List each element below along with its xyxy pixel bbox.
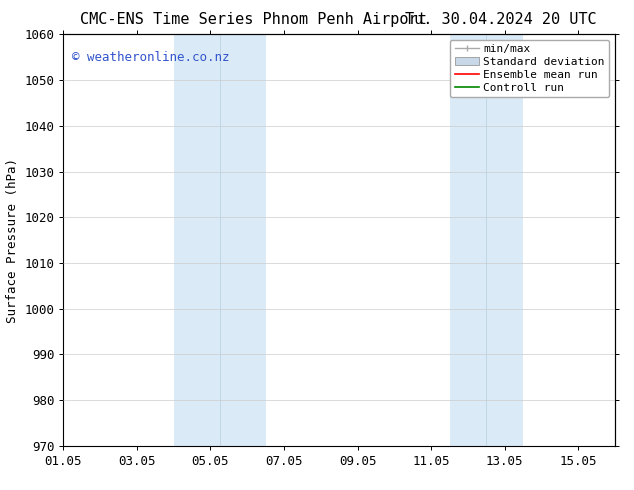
Bar [450, 34, 523, 446]
Text: © weatheronline.co.nz: © weatheronline.co.nz [72, 51, 229, 64]
Y-axis label: Surface Pressure (hPa): Surface Pressure (hPa) [6, 158, 19, 322]
Text: Tu. 30.04.2024 20 UTC: Tu. 30.04.2024 20 UTC [405, 12, 597, 27]
Bar [174, 34, 266, 446]
Text: CMC-ENS Time Series Phnom Penh Airport: CMC-ENS Time Series Phnom Penh Airport [81, 12, 427, 27]
Legend: min/max, Standard deviation, Ensemble mean run, Controll run: min/max, Standard deviation, Ensemble me… [450, 40, 609, 97]
